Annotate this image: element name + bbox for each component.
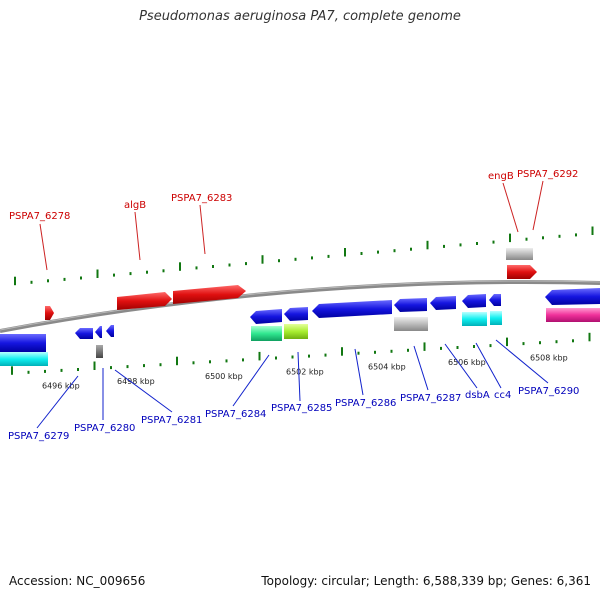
gene-arrow-dsba[interactable] xyxy=(430,296,456,310)
gene-label-algb[interactable]: algB xyxy=(124,200,146,211)
gene-label-pspa7-6284[interactable]: PSPA7_6284 xyxy=(205,409,266,420)
gene-feature-pspa7-6287-cds xyxy=(394,317,428,331)
kbp-scale-labels: 6496 kbp 6498 kbp 6500 kbp 6502 kbp 6504 kbp… xyxy=(42,353,568,390)
minus-strand-genes xyxy=(0,288,600,366)
leader-pspa7-6279 xyxy=(36,375,79,429)
gene-feature-pspa7-6285-cds xyxy=(284,324,308,339)
leader-engb xyxy=(502,182,519,233)
leader-pspa7-6284 xyxy=(232,354,270,407)
plus-label-leaders xyxy=(39,180,544,271)
gene-arrow-algb[interactable] xyxy=(117,292,172,310)
leader-dsba xyxy=(444,343,478,389)
gene-label-pspa7-6290[interactable]: PSPA7_6290 xyxy=(518,386,579,397)
gene-label-pspa7-6285[interactable]: PSPA7_6285 xyxy=(271,403,332,414)
gene-arrow-cc4[interactable] xyxy=(462,294,486,308)
leader-pspa7-6285 xyxy=(297,351,301,402)
genome-title: Pseudomonas aeruginosa PA7, complete gen… xyxy=(139,9,461,24)
gene-label-dsba[interactable]: dsbA xyxy=(465,390,490,401)
gene-label-cc4[interactable]: cc4 xyxy=(494,390,511,401)
gene-label-engb[interactable]: engB xyxy=(488,171,514,182)
gene-label-pspa7-6280[interactable]: PSPA7_6280 xyxy=(74,423,135,434)
gene-feature-pspa7-6290-cds xyxy=(490,311,502,325)
gene-feature-cc4-cds xyxy=(462,312,487,326)
gene-arrow-pspa7-6279[interactable] xyxy=(0,334,46,352)
gene-label-pspa7-6287[interactable]: PSPA7_6287 xyxy=(400,393,461,404)
gene-arrow-pspa7-6281[interactable] xyxy=(106,325,114,337)
kbp-tick-label: 6502 kbp xyxy=(286,367,324,376)
leader-pspa7-6283 xyxy=(199,204,206,255)
kbp-tick-label: 6506 kbp xyxy=(448,358,486,367)
gene-arrow-pspa7-6284[interactable] xyxy=(250,309,282,324)
genome-backbone-highlight xyxy=(0,280,600,331)
genome-backbone xyxy=(0,280,600,333)
gene-arrow-pspa7-6280[interactable] xyxy=(75,328,93,339)
gene-arrow-pspa7-6290[interactable] xyxy=(489,294,501,306)
minus-strand-labels: PSPA7_6279 PSPA7_6280 PSPA7_6281 PSPA7_6… xyxy=(8,386,579,442)
gene-arrow-pspa7-6291[interactable] xyxy=(545,288,600,305)
plus-strand-labels: PSPA7_6278 algB PSPA7_6283 engB PSPA7_62… xyxy=(9,169,578,222)
kbp-tick-label: 6500 kbp xyxy=(205,372,243,381)
gene-feature-pspa7-6291-cds xyxy=(546,308,600,322)
gene-label-pspa7-6286[interactable]: PSPA7_6286 xyxy=(335,398,396,409)
leader-cc4 xyxy=(475,342,502,389)
gene-label-pspa7-6278[interactable]: PSPA7_6278 xyxy=(9,211,70,222)
gene-label-pspa7-6281[interactable]: PSPA7_6281 xyxy=(141,415,202,426)
kbp-tick-label: 6508 kbp xyxy=(530,353,568,362)
accession-text: Accession: NC_009656 xyxy=(9,574,146,588)
leader-pspa7-6287 xyxy=(413,345,429,391)
gene-arrow-engb[interactable] xyxy=(507,265,537,279)
kbp-tick-label: 6504 kbp xyxy=(368,363,406,372)
minus-label-leaders xyxy=(36,339,549,429)
outer-scale-ticks xyxy=(14,226,594,286)
topology-text: Topology: circular; Length: 6,588,339 bp… xyxy=(261,574,591,588)
gene-arrow-pspa7-6278[interactable] xyxy=(45,306,54,320)
leader-pspa7-6290 xyxy=(495,339,549,384)
inner-scale-ticks xyxy=(11,332,591,375)
kbp-tick-label: 6498 kbp xyxy=(117,377,155,386)
gene-arrow-pspa7-6286[interactable] xyxy=(312,300,392,318)
gene-arrow-pspa7-6285[interactable] xyxy=(284,307,308,321)
gene-label-pspa7-6292[interactable]: PSPA7_6292 xyxy=(517,169,578,180)
plus-strand-genes xyxy=(45,248,537,320)
gene-feature-engb-annotation xyxy=(506,248,533,260)
gene-feature-pspa7-6284-cds xyxy=(251,326,282,341)
gene-arrow-pspa7-6287[interactable] xyxy=(394,298,427,312)
gene-label-pspa7-6279[interactable]: PSPA7_6279 xyxy=(8,431,69,442)
gene-feature-pspa7-6279-cds xyxy=(0,352,48,366)
leader-pspa7-6286 xyxy=(354,348,364,396)
leader-pspa7-6278 xyxy=(39,223,48,271)
gene-label-pspa7-6283[interactable]: PSPA7_6283 xyxy=(171,193,232,204)
leader-pspa7-6292 xyxy=(532,180,544,231)
leader-algb xyxy=(134,211,141,261)
leader-pspa7-6281 xyxy=(114,369,173,413)
kbp-tick-label: 6496 kbp xyxy=(42,382,80,391)
gene-arrow-pspa7-6281a[interactable] xyxy=(95,326,102,338)
gene-arrow-pspa7-6283[interactable] xyxy=(173,285,246,304)
gene-feature-pspa7-6280-rna xyxy=(96,345,103,358)
